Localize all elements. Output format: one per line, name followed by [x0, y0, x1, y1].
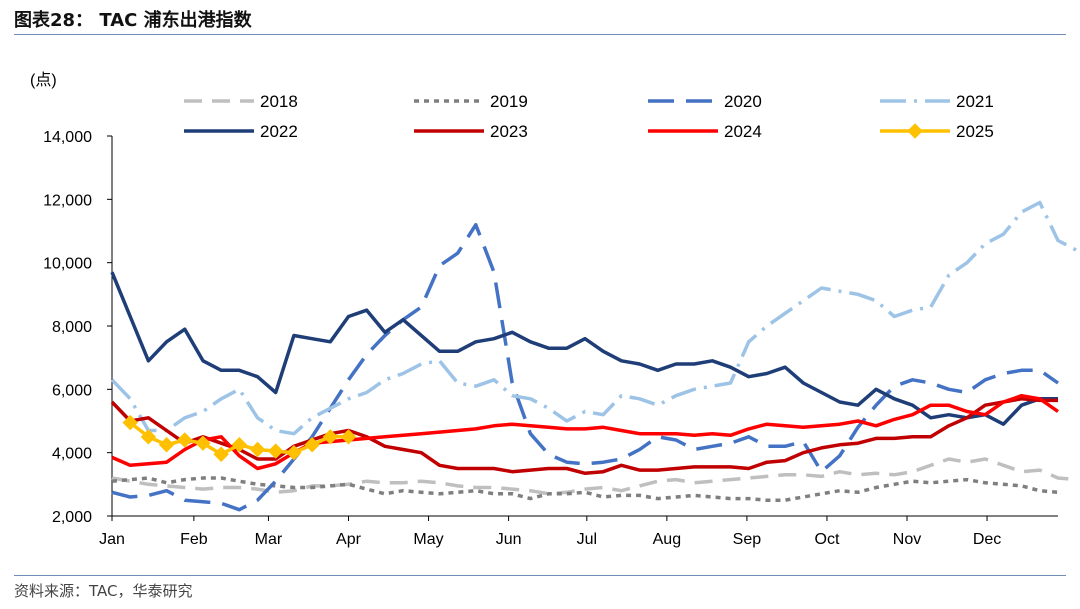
x-tick-label: May	[413, 531, 443, 548]
series-2020-line	[111, 222, 1060, 512]
chart-series	[110, 200, 1078, 512]
chart-legend: 2018 2019 2020 2021 2022 2023 2024 2025	[184, 92, 994, 141]
x-tick-label: Dec	[973, 531, 1001, 548]
legend-label-2025: 2025	[956, 122, 994, 141]
series-2021-line	[110, 200, 1078, 436]
x-tick-label: Sep	[733, 531, 762, 548]
series-2018-line	[111, 457, 1077, 496]
legend-label-2020: 2020	[724, 92, 762, 111]
series-2025-marker	[268, 443, 284, 459]
y-tick-label: 4,000	[52, 446, 92, 463]
series-2023-line	[110, 397, 1058, 476]
source-note: 资料来源：TAC，华泰研究	[14, 582, 193, 600]
series-2025-marker	[249, 441, 266, 458]
legend-label-2023: 2023	[490, 122, 528, 141]
series-2024-line	[111, 393, 1060, 471]
series-2025-marker	[195, 435, 211, 451]
y-unit-label: (点)	[30, 71, 57, 89]
series-2025-marker	[140, 429, 157, 445]
legend-label-2022: 2022	[260, 122, 298, 141]
y-tick-label: 8,000	[52, 319, 92, 336]
series-2025-marker	[231, 437, 248, 453]
title-divider	[14, 34, 1066, 35]
x-tick-label: Oct	[815, 531, 840, 548]
x-tick-label: Jan	[99, 531, 125, 548]
y-tick-label: 2,000	[52, 509, 92, 526]
series-2025-marker	[322, 429, 339, 445]
legend-label-2019: 2019	[490, 92, 528, 111]
x-tick-label: Nov	[893, 531, 921, 548]
series-2025-marker	[122, 414, 138, 431]
series-2025-marker	[304, 437, 320, 453]
x-tick-label: Jun	[496, 531, 522, 548]
x-tick-label: Aug	[653, 531, 681, 548]
x-tick-label: Jul	[577, 531, 597, 548]
y-tick-label: 10,000	[43, 256, 92, 273]
series-2025-marker	[340, 429, 357, 445]
x-tick-label: Apr	[336, 531, 362, 548]
x-tick-label: Mar	[255, 531, 283, 548]
y-tick-label: 6,000	[52, 382, 92, 399]
legend-label-2021: 2021	[956, 92, 994, 111]
x-tick-label: Feb	[180, 531, 208, 548]
series-2025-marker	[158, 437, 175, 453]
legend-marker-2025	[907, 123, 923, 139]
legend-label-2024: 2024	[724, 122, 762, 141]
series-2025-marker	[177, 432, 193, 448]
footer-divider	[14, 575, 1066, 576]
y-axis: 2,000 4,000 6,000 8,000 10,000 12,000 14,000	[43, 129, 113, 526]
y-tick-label: 12,000	[43, 192, 92, 209]
figure-title: 图表28： TAC 浦东出港指数	[14, 10, 252, 31]
legend-label-2018: 2018	[260, 92, 298, 111]
series-2025-marker	[286, 444, 302, 461]
series-2025-marker	[213, 446, 229, 462]
x-axis: Jan Feb Mar Apr May Jun Jul Aug Sep Oct Nov Dec	[99, 515, 1058, 548]
series-2022-line	[110, 271, 1058, 426]
y-tick-label: 14,000	[43, 129, 92, 146]
